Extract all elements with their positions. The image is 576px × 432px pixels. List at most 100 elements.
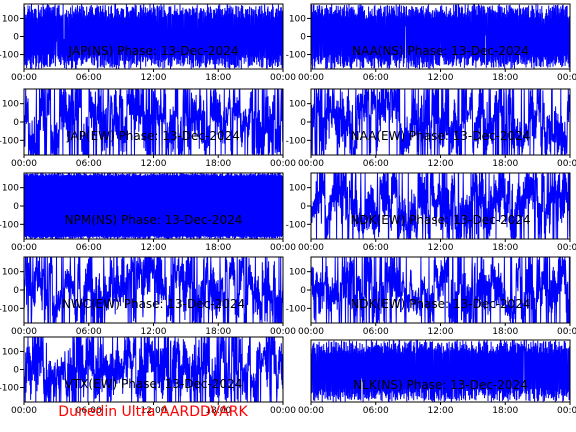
x-tick-label: 12:00	[141, 243, 167, 253]
x-tick-label: 18:00	[492, 327, 518, 337]
y-tick-label: 0	[300, 286, 306, 296]
y-tick-label: 0	[300, 118, 306, 128]
x-tick-label: 06:00	[76, 406, 102, 416]
panel-title: NPM(NS) Phase: 13-Dec-2024	[65, 213, 243, 227]
x-tick-label: 00:00	[557, 159, 576, 169]
y-tick-label: 100	[2, 184, 19, 194]
x-tick-label: 06:00	[76, 159, 102, 169]
x-tick-label: 00:00	[298, 73, 324, 83]
y-tick-label: 0	[13, 202, 19, 212]
x-tick-label: 06:00	[363, 327, 389, 337]
panel-title: NDK(EW) Phase: 13-Dec-2024	[350, 213, 530, 227]
y-tick-label: 0	[300, 202, 306, 212]
y-tick-label: -100	[286, 136, 307, 146]
x-tick-label: 06:00	[76, 243, 102, 253]
x-tick-label: 06:00	[76, 73, 102, 83]
x-tick-label: 00:00	[298, 243, 324, 253]
panel-title: NAA(EW) Phase: 13-Dec-2024	[351, 129, 531, 143]
y-tick-label: 0	[13, 286, 19, 296]
y-tick-label: 0	[13, 33, 19, 43]
x-tick-label: 12:00	[428, 243, 454, 253]
x-tick-label: 06:00	[363, 243, 389, 253]
y-tick-label: -100	[286, 51, 307, 61]
x-tick-label: 00:00	[270, 73, 296, 83]
phase-trace	[311, 257, 570, 323]
x-tick-label: 12:00	[141, 327, 167, 337]
x-tick-label: 00:00	[270, 327, 296, 337]
x-tick-label: 00:00	[557, 406, 576, 416]
y-tick-label: 100	[289, 268, 306, 278]
panel-title: NAA(NS) Phase: 13-Dec-2024	[352, 44, 529, 58]
x-tick-label: 18:00	[492, 73, 518, 83]
x-tick-label: 06:00	[363, 73, 389, 83]
x-tick-label: 12:00	[428, 327, 454, 337]
x-tick-label: 12:00	[428, 73, 454, 83]
phase-panel: 100 0 -100 00:00 06:00 12:00 18:00 00:00 JAP(NS)…	[0, 3, 296, 83]
y-tick-label: -100	[0, 384, 19, 394]
x-tick-label: 00:00	[11, 243, 37, 253]
y-tick-label: 0	[13, 118, 19, 128]
y-tick-label: -100	[286, 220, 307, 230]
x-tick-label: 12:00	[141, 406, 167, 416]
x-tick-label: 06:00	[363, 159, 389, 169]
x-tick-label: 00:00	[270, 406, 296, 416]
panel-title: NDK(EW) Phase: 13-Dec-2024	[350, 297, 530, 311]
y-tick-label: -100	[286, 304, 307, 314]
y-tick-label: 100	[2, 100, 19, 110]
x-tick-label: 00:00	[298, 406, 324, 416]
y-tick-label: -100	[0, 51, 19, 61]
x-tick-label: 18:00	[492, 243, 518, 253]
x-tick-label: 00:00	[298, 327, 324, 337]
x-tick-label: 12:00	[141, 159, 167, 169]
phase-panel: 100 0 -100 00:00 06:00 12:00 18:00 00:00 NPM(NS)…	[0, 172, 296, 253]
x-tick-label: 00:00	[270, 243, 296, 253]
phase-panel: 100 0 -100 00:00 06:00 12:00 18:00 00:00 VTX(EW)…	[0, 336, 296, 416]
x-tick-label: 00:00	[11, 159, 37, 169]
phase-trace	[24, 337, 283, 402]
phase-panel: 00:00 06:00 12:00 18:00 00:00 NLK(NS) Phase: …	[298, 339, 576, 416]
x-tick-label: 18:00	[205, 327, 231, 337]
x-tick-label: 12:00	[141, 73, 167, 83]
x-tick-label: 18:00	[205, 243, 231, 253]
panel-title: NLK(NS) Phase: 13-Dec-2024	[353, 378, 528, 392]
y-tick-label: 100	[289, 100, 306, 110]
x-tick-label: 18:00	[492, 406, 518, 416]
x-tick-label: 18:00	[205, 73, 231, 83]
panel-title: NWC(EW) Phase: 13-Dec-2024	[62, 297, 245, 311]
x-tick-label: 00:00	[270, 159, 296, 169]
y-tick-label: 100	[2, 14, 19, 24]
x-tick-label: 18:00	[205, 406, 231, 416]
y-tick-label: 100	[2, 347, 19, 357]
x-tick-label: 00:00	[557, 327, 576, 337]
x-tick-label: 12:00	[428, 159, 454, 169]
y-tick-label: 100	[289, 184, 306, 194]
y-tick-label: -100	[0, 136, 19, 146]
y-tick-label: 0	[300, 33, 306, 43]
panel-title: VTX(EW) Phase: 13-Dec-2024	[65, 377, 243, 391]
phase-trace	[24, 173, 283, 239]
x-tick-label: 12:00	[428, 406, 454, 416]
x-tick-label: 18:00	[205, 159, 231, 169]
x-tick-label: 00:00	[11, 327, 37, 337]
x-tick-label: 00:00	[557, 73, 576, 83]
phase-panel: 100 0 -100 00:00 06:00 12:00 18:00 00:00 NDK(EW)…	[286, 172, 576, 253]
phase-trace	[24, 257, 283, 323]
phase-trace	[311, 173, 570, 239]
phase-panel: 100 0 -100 00:00 06:00 12:00 18:00 00:00 NAA(EW)…	[286, 88, 576, 169]
phase-trace	[311, 340, 570, 402]
phase-trace	[24, 4, 283, 69]
panel-title: JAP(EW) Phase: 13-Dec-2024	[66, 129, 240, 143]
phase-panel: 100 0 -100 00:00 06:00 12:00 18:00 00:00 NDK(EW)…	[286, 256, 576, 337]
station-credit: Dunedin Ultra AARDDVARK	[58, 404, 248, 420]
x-tick-label: 18:00	[492, 159, 518, 169]
x-tick-label: 06:00	[76, 327, 102, 337]
x-tick-label: 00:00	[11, 406, 37, 416]
phase-panel: 100 0 -100 00:00 06:00 12:00 18:00 00:00 JAP(EW)…	[0, 88, 296, 169]
phase-panel: 100 0 -100 00:00 06:00 12:00 18:00 00:00 NAA(NS)…	[286, 3, 576, 83]
y-tick-label: -100	[0, 220, 19, 230]
y-tick-label: 100	[289, 14, 306, 24]
phase-trace	[311, 89, 570, 155]
panel-title: JAP(NS) Phase: 13-Dec-2024	[68, 44, 239, 58]
x-tick-label: 00:00	[557, 243, 576, 253]
